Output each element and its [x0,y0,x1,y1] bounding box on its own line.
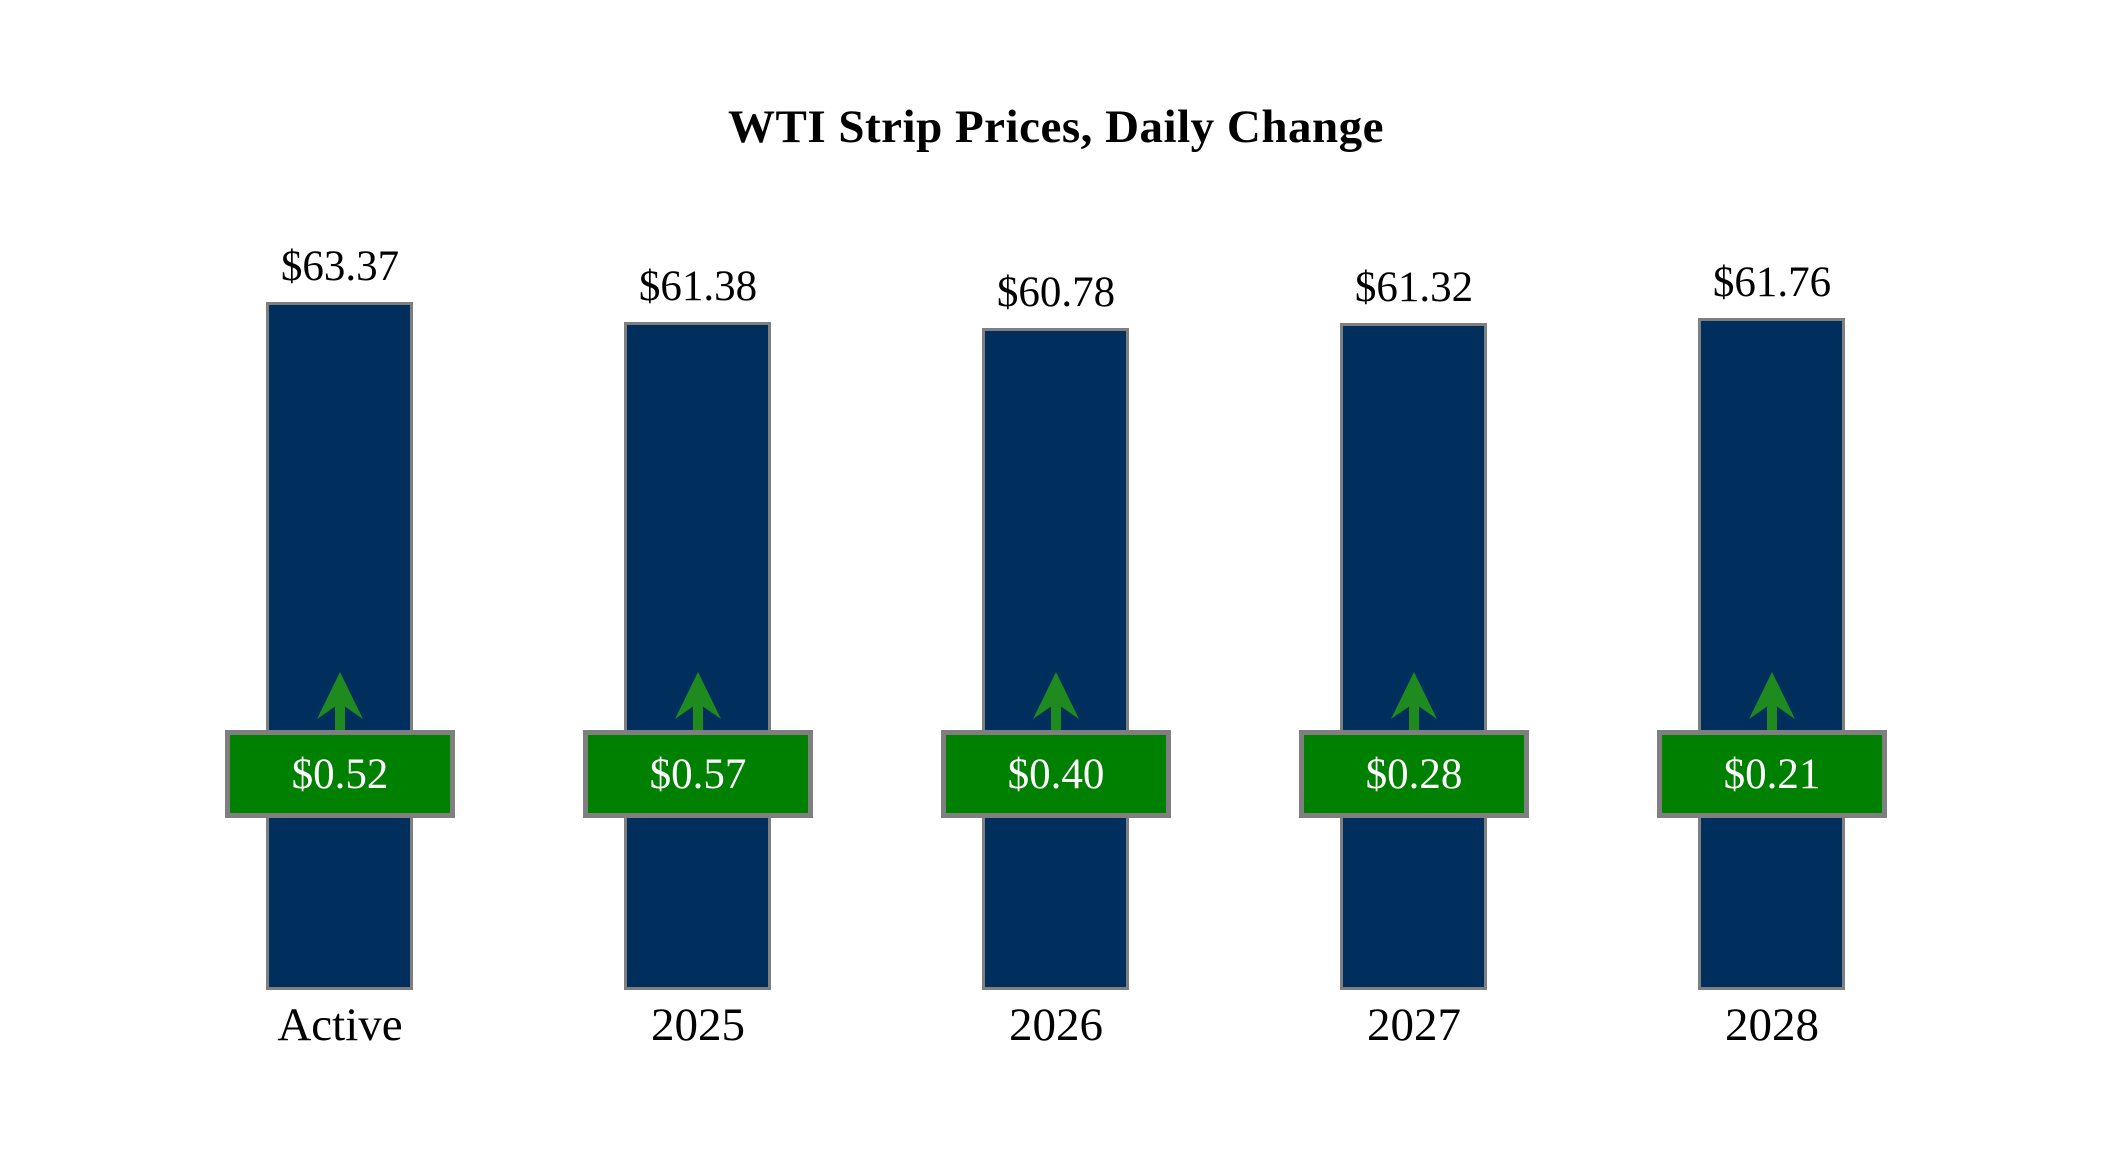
bar-group-2025: $61.38 $0.57 2025 [583,0,813,1152]
price-label: $61.32 [1354,264,1474,311]
change-label: $0.28 [1365,750,1463,798]
category-label: 2026 [1009,999,1103,1051]
change-badge: $0.28 [1299,730,1529,818]
category-label: 2027 [1367,999,1461,1051]
up-arrow-icon [1391,672,1437,730]
change-badge: $0.52 [225,730,455,818]
category-label: Active [277,999,403,1051]
price-bar [982,328,1129,990]
up-arrow-icon [675,672,721,730]
bar-group-2028: $61.76 $0.21 2028 [1657,0,1887,1152]
change-label: $0.40 [1007,750,1105,798]
change-label: $0.52 [291,750,389,798]
change-badge: $0.40 [941,730,1171,818]
price-bar [624,322,771,990]
up-arrow-icon [317,672,363,730]
price-label: $61.38 [638,263,758,310]
up-arrow-icon [1749,672,1795,730]
price-bar [1698,318,1845,990]
price-bar [266,302,413,990]
category-label: 2025 [651,999,745,1051]
price-bar [1340,323,1487,990]
bar-group-active: $63.37 $0.52 Active [225,0,455,1152]
bar-group-2027: $61.32 $0.28 2027 [1299,0,1529,1152]
up-arrow-icon [1033,672,1079,730]
price-label: $63.37 [280,243,400,290]
change-label: $0.57 [649,750,747,798]
price-label: $61.76 [1712,259,1832,306]
category-label: 2028 [1725,999,1819,1051]
chart-title: WTI Strip Prices, Daily Change [727,101,1385,153]
change-label: $0.21 [1723,750,1821,798]
change-badge: $0.21 [1657,730,1887,818]
bar-group-2026: $60.78 $0.40 2026 [941,0,1171,1152]
price-label: $60.78 [996,269,1116,316]
change-badge: $0.57 [583,730,813,818]
